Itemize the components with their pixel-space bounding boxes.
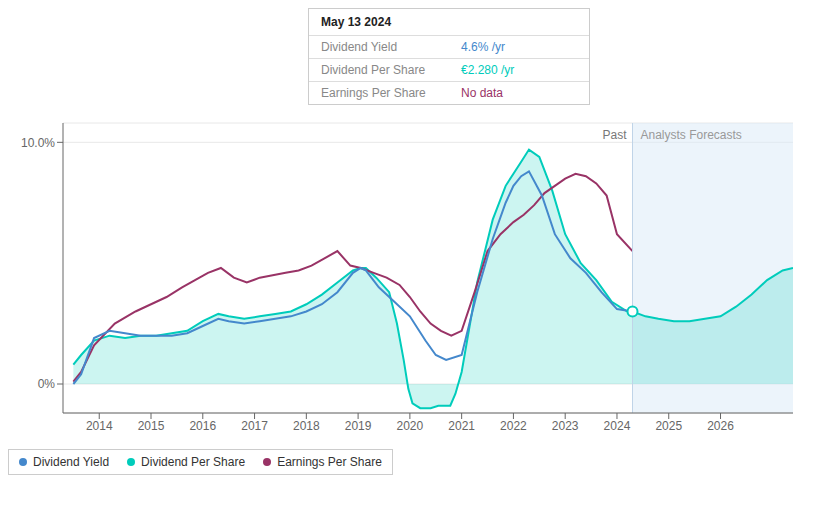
html-text:May 13 2024: May 13 2024	[321, 15, 392, 29]
svg-text:2019: 2019	[345, 419, 372, 433]
svg-text:2026: 2026	[707, 419, 734, 433]
svg-text:2017: 2017	[241, 419, 268, 433]
html-text:No data: No data	[461, 86, 503, 100]
svg-text:2020: 2020	[397, 419, 424, 433]
svg-text:2025: 2025	[655, 419, 682, 433]
svg-text:2021: 2021	[448, 419, 475, 433]
html-text:Earnings Per Share: Earnings Per Share	[321, 86, 426, 100]
html-text:Dividend Per Share: Dividend Per Share	[321, 63, 426, 77]
html-text:€2.280 /yr: €2.280 /yr	[461, 63, 515, 77]
html-text:Earnings Per Share: Earnings Per Share	[277, 455, 382, 469]
svg-text:2016: 2016	[189, 419, 216, 433]
svg-text:2015: 2015	[138, 419, 165, 433]
svg-text:Analysts Forecasts: Analysts Forecasts	[641, 128, 742, 142]
html-text:Dividend Yield: Dividend Yield	[321, 40, 398, 54]
svg-text:2024: 2024	[604, 419, 631, 433]
svg-text:2018: 2018	[293, 419, 320, 433]
svg-text:2022: 2022	[500, 419, 527, 433]
html-text:4.6% /yr: 4.6% /yr	[461, 40, 505, 54]
svg-text:2014: 2014	[86, 419, 113, 433]
html-text:Dividend Yield: Dividend Yield	[33, 455, 110, 469]
svg-text:10.0%: 10.0%	[21, 136, 55, 150]
svg-text:0%: 0%	[38, 377, 56, 391]
html-text:Dividend Per Share: Dividend Per Share	[141, 455, 246, 469]
svg-text:Past: Past	[602, 128, 627, 142]
svg-text:2023: 2023	[552, 419, 579, 433]
